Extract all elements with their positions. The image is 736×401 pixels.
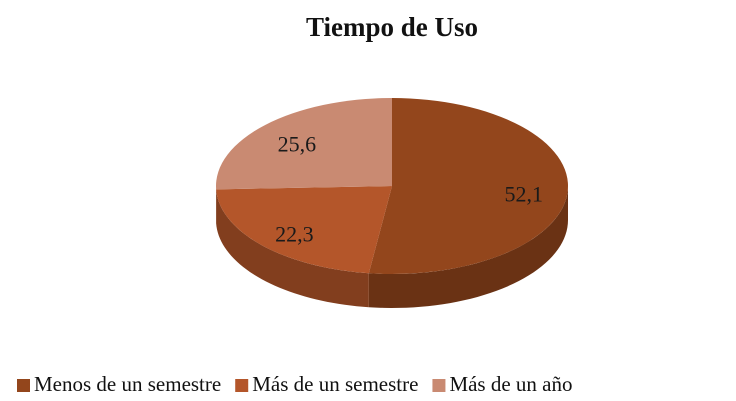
slice-side (368, 186, 568, 308)
slice (216, 186, 392, 274)
slice (368, 98, 568, 274)
slice (215, 98, 392, 190)
legend-swatch (432, 379, 446, 392)
chart-title: Tiempo de Uso (306, 12, 478, 42)
legend-label: Más de un semestre (252, 372, 418, 396)
value-label: 52,1 (504, 181, 543, 206)
legend-swatch (17, 379, 30, 392)
slice-side (216, 189, 369, 308)
value-label: 22,3 (275, 221, 314, 246)
legend-swatch (235, 379, 249, 392)
legend-label: Menos de un semestre (34, 372, 221, 396)
legend-label: Más de un año (449, 372, 572, 396)
value-label: 25,6 (278, 131, 317, 156)
